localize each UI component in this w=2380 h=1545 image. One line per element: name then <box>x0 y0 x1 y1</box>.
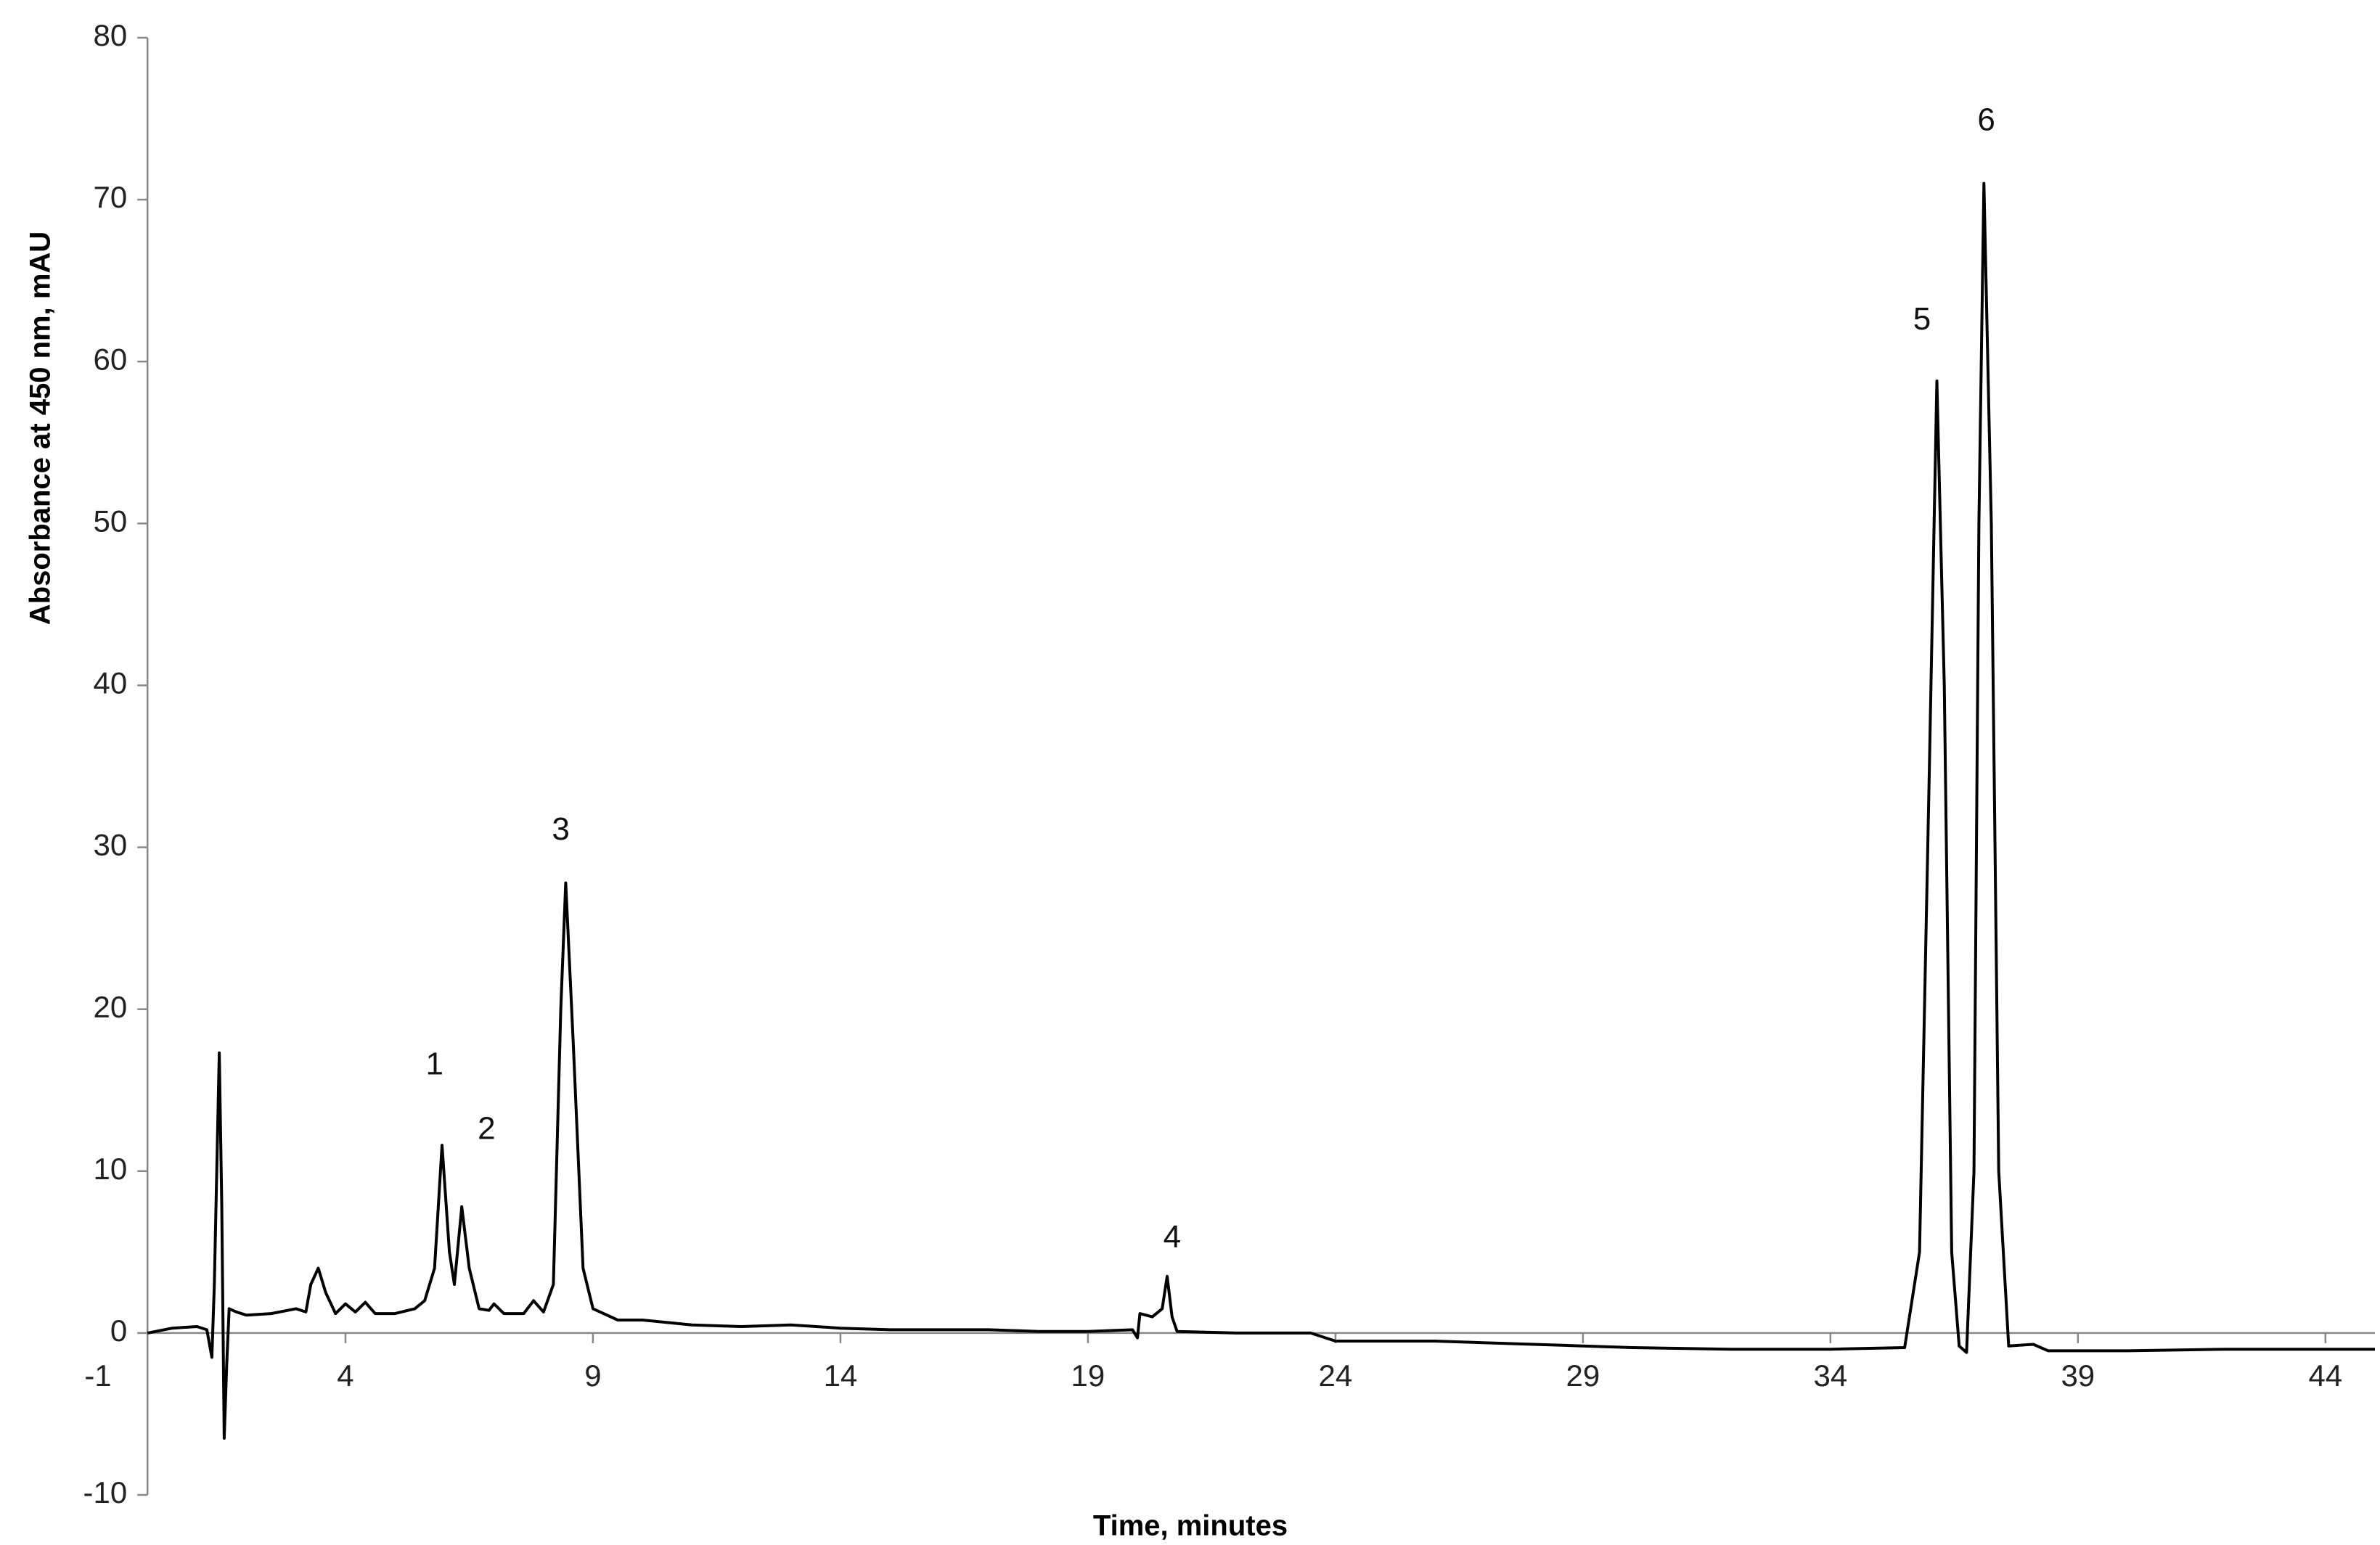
x-tick-label: 14 <box>824 1358 858 1393</box>
y-tick-label: 20 <box>93 990 127 1024</box>
peak-label: 5 <box>1913 301 1931 337</box>
x-tick-label: 29 <box>1566 1358 1600 1393</box>
y-tick-label: 10 <box>93 1152 127 1186</box>
peak-label: 4 <box>1164 1219 1181 1255</box>
x-tick-label: 24 <box>1319 1358 1353 1393</box>
peak-label: 3 <box>552 811 569 847</box>
x-tick-label: 39 <box>2061 1358 2095 1393</box>
peak-label: 6 <box>1977 102 1995 138</box>
y-tick-label: 0 <box>110 1314 127 1348</box>
trace <box>147 181 2375 1440</box>
y-tick-label: 70 <box>93 180 127 214</box>
y-axis-title: Absorbance at 450 nm, mAU <box>25 231 57 625</box>
peak-label: 2 <box>478 1111 495 1147</box>
y-tick-label: 80 <box>93 18 127 52</box>
peak-label: 1 <box>425 1046 443 1081</box>
x-axis-title: Time, minutes <box>1093 1510 1288 1542</box>
x-tick-label: 4 <box>337 1358 353 1393</box>
x-tick-label: 44 <box>2308 1358 2342 1393</box>
x-tick-label: 19 <box>1071 1358 1105 1393</box>
y-tick-label: 60 <box>93 342 127 376</box>
x-tick-label: 34 <box>1813 1358 1847 1393</box>
y-tick-label: 30 <box>93 828 127 862</box>
y-tick-label: 50 <box>93 504 127 538</box>
x-tick-label: -1 <box>84 1358 111 1393</box>
x-tick-label: 9 <box>584 1358 601 1393</box>
y-tick-label: 40 <box>93 666 127 700</box>
y-tick-label: -10 <box>83 1475 127 1509</box>
